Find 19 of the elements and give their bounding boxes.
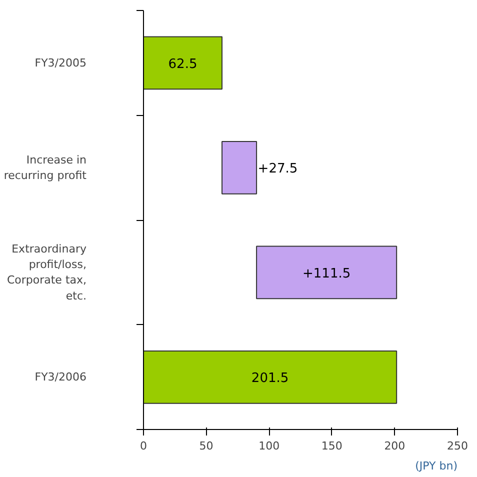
y-tick-label: FY3/2005 [34,56,87,70]
x-axis-title: (JPY bn) [415,460,458,472]
x-tick-label: 250 [447,440,468,452]
x-tick-label: 200 [384,440,406,452]
data-label: +27.5 [258,162,298,177]
y-tick-label: Increase in recurring profit [4,153,88,182]
y-tick-label: Extraordinary profit/loss, Corporate tax, etc. [6,242,87,302]
x-tick-label: 0 [140,440,147,452]
x-tick-label: 150 [321,440,342,452]
x-tick-label: 100 [258,440,280,452]
bar [144,350,398,404]
bar [222,140,258,194]
data-label: 201.5 [251,371,289,386]
y-tick-label: FY3/2006 [34,370,87,384]
bar [256,246,398,300]
data-label: 62.5 [168,56,198,72]
data-label: +111.5 [302,266,351,282]
x-tick-label: 50 [199,440,214,452]
bar [144,36,222,90]
